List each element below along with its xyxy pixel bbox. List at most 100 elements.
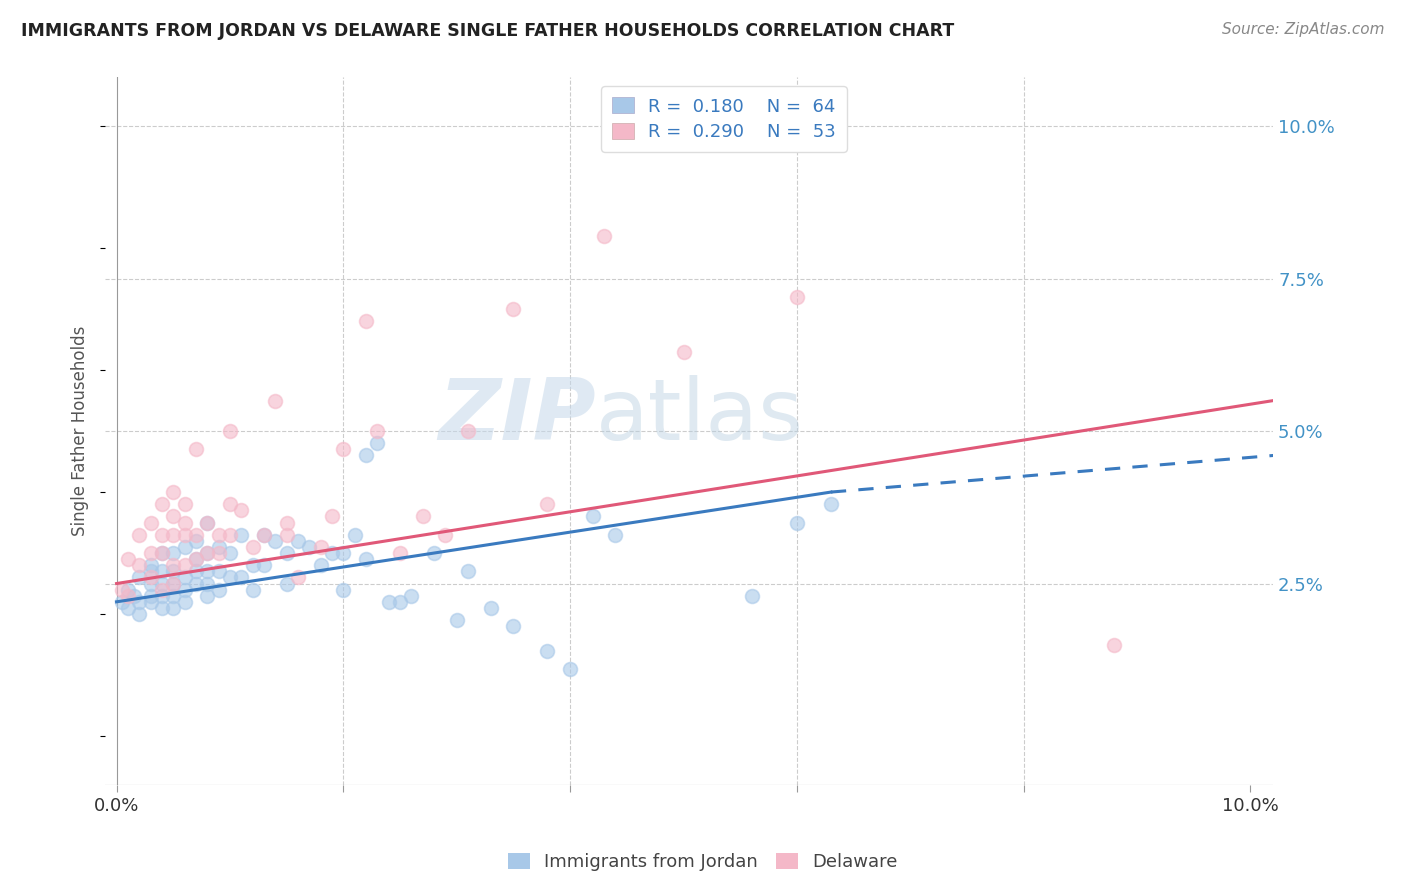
Point <box>150 601 173 615</box>
Point <box>117 601 139 615</box>
Point <box>128 570 150 584</box>
Text: ZIP: ZIP <box>439 376 596 458</box>
Point <box>195 516 218 530</box>
Point <box>242 540 264 554</box>
Point <box>150 565 173 579</box>
Y-axis label: Single Father Households: Single Father Households <box>72 326 89 536</box>
Point <box>536 497 558 511</box>
Point <box>741 589 763 603</box>
Point <box>231 503 253 517</box>
Point <box>219 570 242 584</box>
Point <box>276 528 298 542</box>
Point <box>150 582 173 597</box>
Point <box>162 601 184 615</box>
Point <box>128 607 150 621</box>
Point <box>162 576 184 591</box>
Point <box>117 589 139 603</box>
Point <box>162 558 184 573</box>
Point <box>219 497 242 511</box>
Point <box>219 424 242 438</box>
Point <box>389 595 412 609</box>
Point <box>173 582 195 597</box>
Point <box>173 516 195 530</box>
Text: Source: ZipAtlas.com: Source: ZipAtlas.com <box>1222 22 1385 37</box>
Point <box>253 558 276 573</box>
Point <box>207 565 229 579</box>
Point <box>354 314 377 328</box>
Point <box>253 528 276 542</box>
Point <box>434 528 457 542</box>
Point <box>242 558 264 573</box>
Point <box>672 344 695 359</box>
Point <box>139 595 162 609</box>
Point <box>502 619 524 633</box>
Point <box>195 516 218 530</box>
Point <box>195 565 218 579</box>
Point <box>128 528 150 542</box>
Point <box>184 565 207 579</box>
Point <box>264 393 287 408</box>
Point <box>219 546 242 560</box>
Point <box>332 442 354 457</box>
Point <box>786 290 808 304</box>
Point <box>343 528 366 542</box>
Point <box>309 540 332 554</box>
Point <box>150 497 173 511</box>
Point <box>366 424 388 438</box>
Point <box>117 582 139 597</box>
Point <box>207 528 229 542</box>
Point <box>389 546 412 560</box>
Text: IMMIGRANTS FROM JORDAN VS DELAWARE SINGLE FATHER HOUSEHOLDS CORRELATION CHART: IMMIGRANTS FROM JORDAN VS DELAWARE SINGL… <box>21 22 955 40</box>
Point <box>207 546 229 560</box>
Point <box>207 540 229 554</box>
Point <box>377 595 399 609</box>
Point <box>354 449 377 463</box>
Point <box>162 546 184 560</box>
Point <box>593 229 616 244</box>
Point <box>309 558 332 573</box>
Point <box>231 528 253 542</box>
Point <box>786 516 808 530</box>
Point <box>122 589 145 603</box>
Point <box>111 595 134 609</box>
Point <box>162 485 184 500</box>
Point <box>195 589 218 603</box>
Point <box>162 565 184 579</box>
Point <box>173 570 195 584</box>
Point <box>128 595 150 609</box>
Point <box>231 570 253 584</box>
Point <box>173 558 195 573</box>
Point <box>287 533 309 548</box>
Point <box>173 497 195 511</box>
Point <box>128 558 150 573</box>
Point <box>150 589 173 603</box>
Point <box>479 601 502 615</box>
Point <box>287 570 309 584</box>
Point <box>446 613 468 627</box>
Point <box>184 576 207 591</box>
Point <box>558 662 581 676</box>
Point <box>150 576 173 591</box>
Text: atlas: atlas <box>596 376 804 458</box>
Point <box>264 533 287 548</box>
Point <box>207 582 229 597</box>
Point <box>423 546 446 560</box>
Point <box>139 589 162 603</box>
Point <box>366 436 388 450</box>
Point <box>457 565 479 579</box>
Point <box>253 528 276 542</box>
Point <box>162 589 184 603</box>
Point <box>457 424 479 438</box>
Point <box>195 546 218 560</box>
Point <box>111 582 134 597</box>
Point <box>820 497 842 511</box>
Point <box>401 589 423 603</box>
Point <box>332 582 354 597</box>
Point <box>354 552 377 566</box>
Point <box>150 528 173 542</box>
Point <box>139 546 162 560</box>
Point <box>139 576 162 591</box>
Point <box>139 565 162 579</box>
Point <box>162 528 184 542</box>
Point <box>502 302 524 317</box>
